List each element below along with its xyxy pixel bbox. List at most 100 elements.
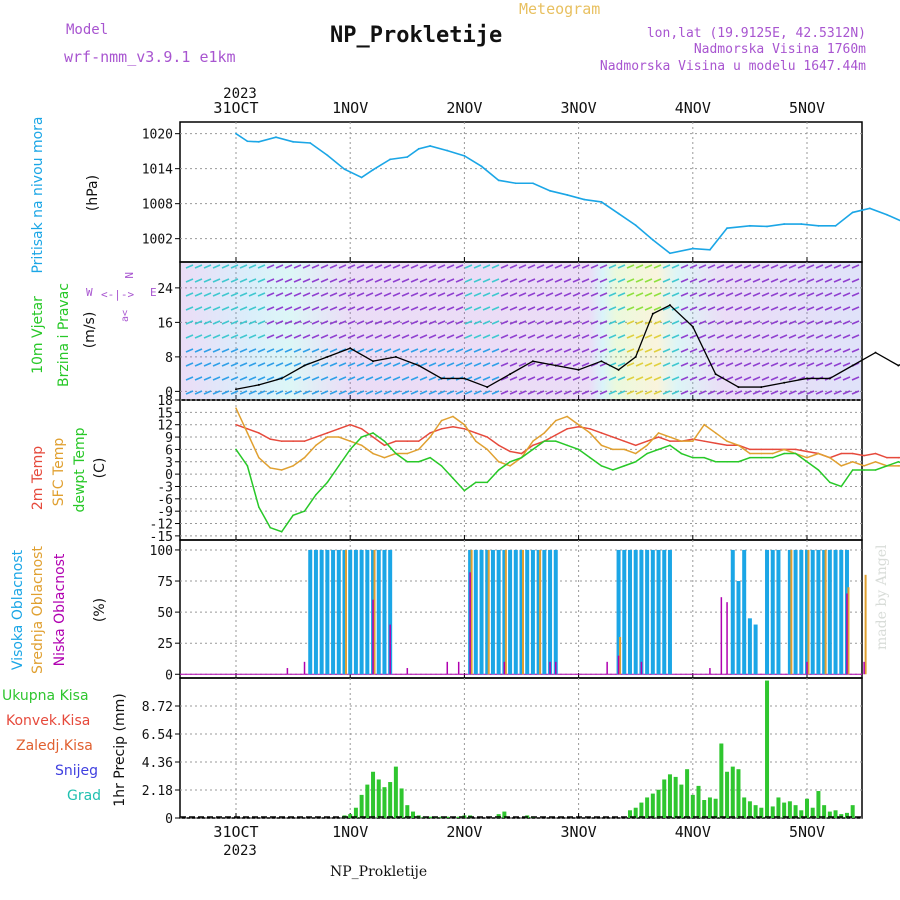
wind-barb	[545, 334, 554, 339]
high-cloud-bar	[342, 549, 347, 675]
wind-barb	[608, 292, 617, 297]
wind-barb	[617, 306, 626, 311]
high-cloud-bar	[348, 549, 353, 675]
wind-barb	[626, 376, 635, 381]
pressure-point	[634, 224, 637, 227]
mid-cloud-bar	[344, 549, 347, 675]
wind-barb	[662, 306, 671, 311]
low-cloud-bar	[640, 661, 643, 675]
wind-barb	[401, 292, 410, 297]
year-bottom: 2023	[223, 843, 257, 859]
wind-barb	[788, 292, 797, 297]
high-cloud-bar	[513, 549, 518, 675]
y-tick-label: 8	[165, 351, 173, 366]
wind-barb	[563, 278, 572, 283]
wind-barb	[293, 320, 302, 325]
wind-barb	[428, 264, 437, 269]
wind-barb	[644, 264, 653, 269]
wind-barb	[590, 264, 599, 269]
wind-barb	[554, 348, 563, 353]
wind-barb	[545, 390, 554, 395]
wind-barb	[779, 390, 788, 395]
temp2m-point	[532, 444, 534, 447]
y-tick-label: -9	[157, 505, 173, 520]
wind-barb	[590, 348, 599, 353]
wind-barb	[419, 306, 428, 311]
wind-barb	[500, 348, 509, 353]
wind-barb	[572, 390, 581, 395]
wind-barb	[761, 306, 770, 311]
wind-barb	[527, 334, 536, 339]
wind-barb	[383, 264, 392, 269]
wind-barb	[743, 264, 752, 269]
precip-bar	[627, 810, 632, 818]
wind-axis-label: 10m Vjetar	[30, 296, 46, 374]
low-cloud-bar	[446, 661, 449, 675]
temp2m-point	[406, 440, 409, 442]
high-cloud-bar	[313, 549, 318, 675]
wind-barb	[743, 278, 752, 283]
temp2m-axis-label: 2m Temp	[30, 446, 46, 510]
wind-barb	[635, 278, 644, 283]
wind-barb	[725, 292, 734, 297]
wind-barb	[743, 376, 752, 381]
wind-barb	[797, 264, 806, 269]
sfc-temp-point	[703, 423, 706, 426]
wind-barb	[716, 320, 725, 325]
wind-barb	[383, 362, 392, 367]
wind-barb	[212, 376, 221, 381]
low-cloud-bar	[846, 593, 848, 675]
dewpt-point	[851, 469, 854, 471]
y-tick-label: 25	[157, 637, 173, 652]
wind-barb	[797, 390, 806, 395]
temp2m-point	[269, 438, 272, 440]
wind-barb	[311, 278, 320, 283]
wind-barb	[599, 278, 608, 283]
wind-barb	[302, 334, 311, 339]
wind-barb	[230, 264, 239, 269]
date-label-top: 2NOV	[446, 99, 482, 117]
precip-bar	[667, 774, 672, 818]
sfc-temp-point	[429, 436, 431, 438]
precip-bar	[353, 807, 358, 818]
model-elevation-text: Nadmorska Visina u modelu 1647.44m	[600, 59, 866, 74]
y-tick-label: 50	[157, 606, 173, 621]
wind-barb	[617, 292, 626, 297]
wind-barb	[833, 306, 842, 311]
wind-barb	[689, 376, 698, 381]
wind-barb	[419, 292, 428, 297]
wind-barb	[194, 264, 203, 269]
wind-barb	[491, 264, 500, 269]
wind-barb	[446, 278, 455, 283]
pressure-point	[886, 213, 888, 216]
sfc-temp-point	[292, 465, 294, 467]
chart-content: 10201014100810022416801815129630-3-6-9-1…	[2, 99, 900, 841]
y-tick-label: 0	[165, 812, 173, 827]
precip-bar	[759, 807, 764, 818]
wind-barb	[437, 306, 446, 311]
wind-barb	[455, 292, 464, 297]
wind-barb	[356, 320, 365, 325]
dewpt-point	[258, 506, 260, 508]
precip-bar	[833, 810, 838, 818]
wind-barb	[563, 348, 572, 353]
wind-barb	[257, 264, 266, 269]
high-cloud-bar	[667, 549, 672, 675]
high-cloud-bar	[805, 549, 809, 675]
wind-barb	[239, 320, 248, 325]
wind-barb	[752, 264, 761, 269]
dewpt-point	[726, 460, 728, 463]
wind-barb	[257, 278, 266, 283]
wind-barb	[842, 390, 851, 395]
temp2m-point	[577, 425, 580, 428]
precip-bar	[810, 807, 815, 818]
temp2m-point	[669, 440, 671, 442]
wind-barb	[482, 348, 491, 353]
wind-barb	[491, 278, 500, 283]
wind-barb	[707, 264, 716, 269]
pressure-point	[532, 182, 534, 185]
wind-barb	[338, 320, 347, 325]
wind-barb	[644, 348, 653, 353]
wind-barb	[293, 348, 302, 353]
wind-barb	[473, 334, 482, 339]
